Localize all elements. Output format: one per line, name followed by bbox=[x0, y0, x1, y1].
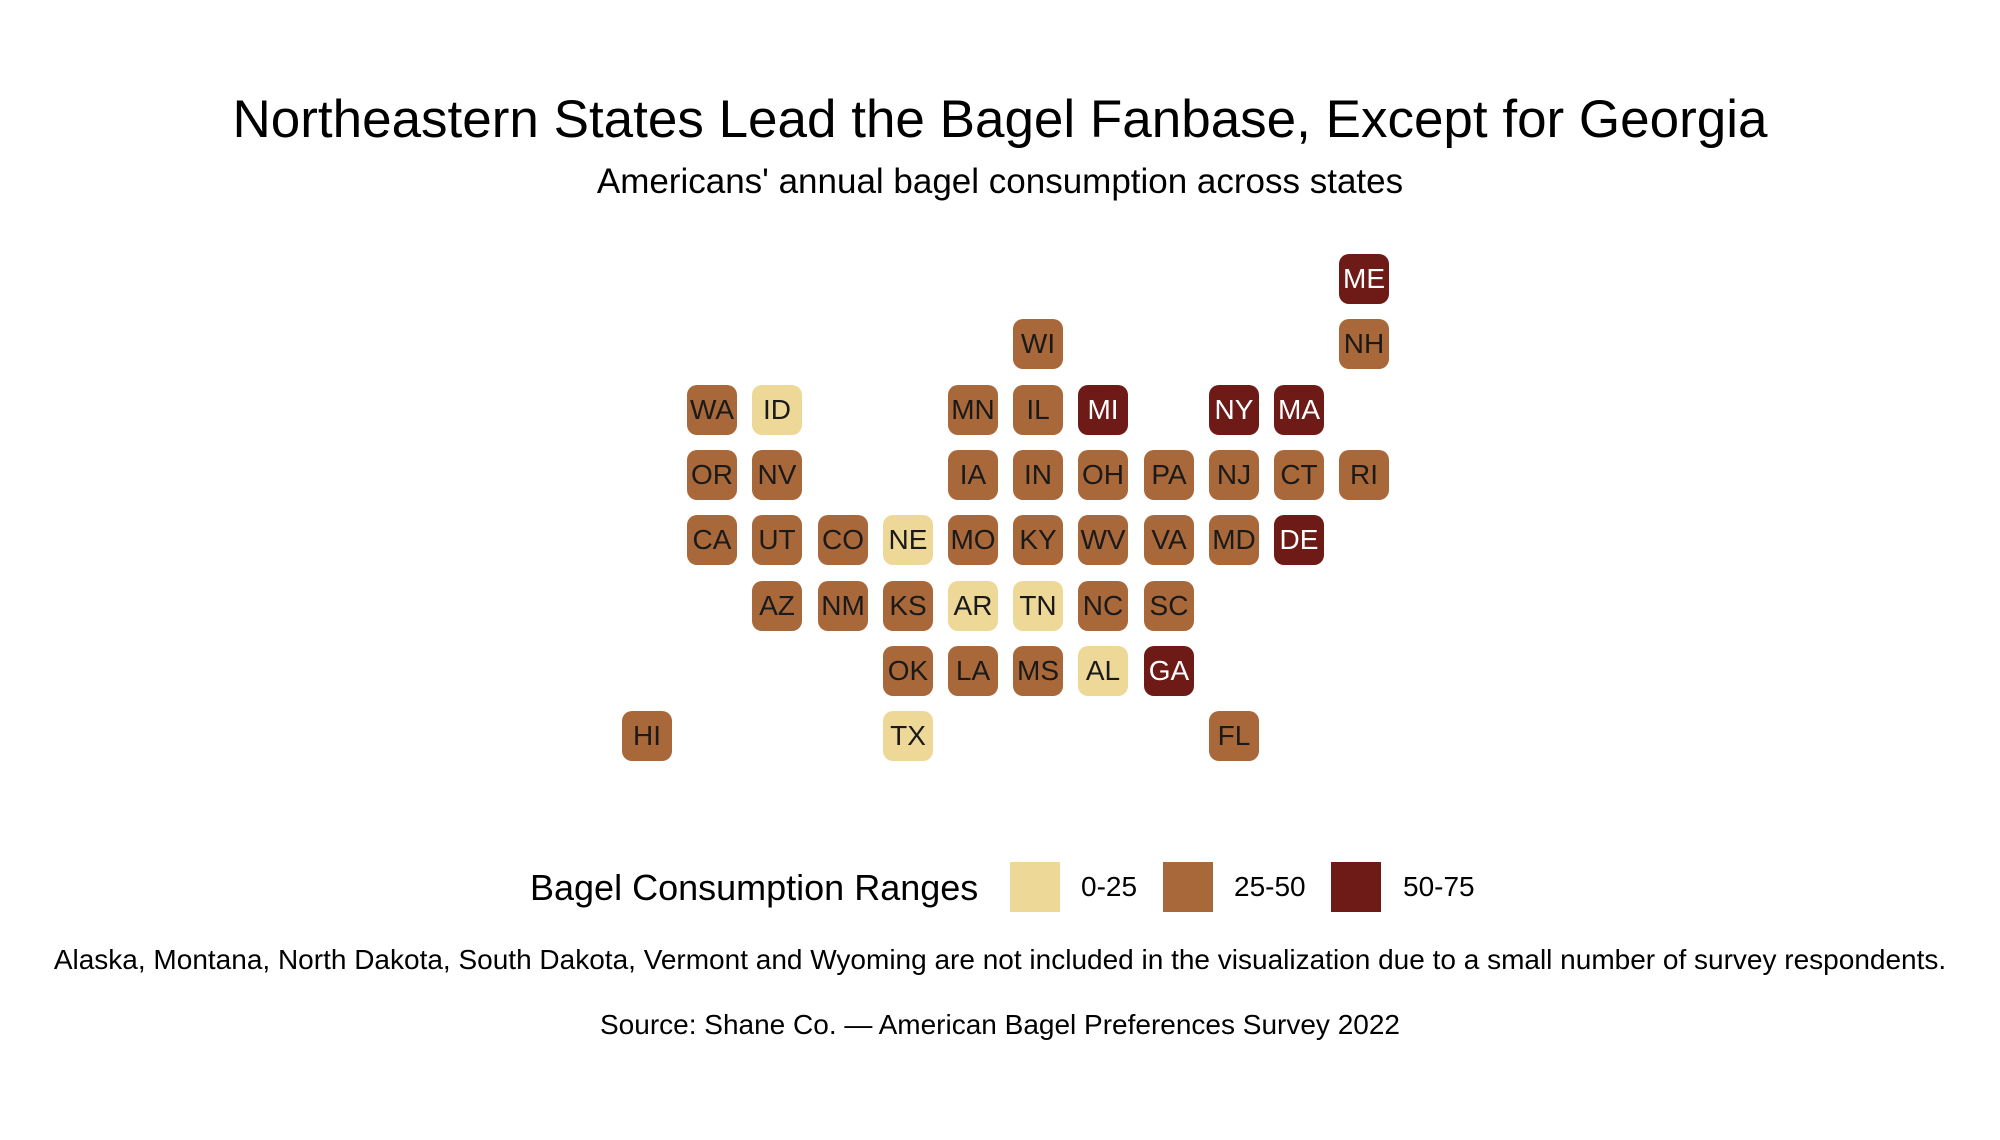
state-tile-nc: NC bbox=[1078, 581, 1128, 631]
state-tile-grid: ME WI NH WA ID MN IL MI NY MA OR NV IA IN OH PA NJ CT RI CA… bbox=[0, 0, 2000, 800]
state-tile-mn: MN bbox=[948, 385, 998, 435]
state-tile-tx: TX bbox=[883, 711, 933, 761]
state-tile-ut: UT bbox=[752, 515, 802, 565]
state-tile-nh: NH bbox=[1339, 319, 1389, 369]
exclusion-note: Alaska, Montana, North Dakota, South Dak… bbox=[0, 943, 2000, 977]
state-tile-tn: TN bbox=[1013, 581, 1063, 631]
state-tile-wi: WI bbox=[1013, 319, 1063, 369]
legend-label-high: 50-75 bbox=[1403, 870, 1475, 904]
legend-title: Bagel Consumption Ranges bbox=[530, 866, 978, 910]
state-tile-ri: RI bbox=[1339, 450, 1389, 500]
state-tile-mo: MO bbox=[948, 515, 998, 565]
state-tile-va: VA bbox=[1144, 515, 1194, 565]
state-tile-hi: HI bbox=[622, 711, 672, 761]
state-tile-ct: CT bbox=[1274, 450, 1324, 500]
state-tile-ne: NE bbox=[883, 515, 933, 565]
legend: Bagel Consumption Ranges 0-25 25-50 50-7… bbox=[0, 860, 2000, 916]
state-tile-az: AZ bbox=[752, 581, 802, 631]
state-tile-ks: KS bbox=[883, 581, 933, 631]
source-note: Source: Shane Co. — American Bagel Prefe… bbox=[0, 1008, 2000, 1042]
state-tile-al: AL bbox=[1078, 646, 1128, 696]
state-tile-la: LA bbox=[948, 646, 998, 696]
state-tile-de: DE bbox=[1274, 515, 1324, 565]
state-tile-or: OR bbox=[687, 450, 737, 500]
state-tile-ky: KY bbox=[1013, 515, 1063, 565]
state-tile-nm: NM bbox=[818, 581, 868, 631]
state-tile-oh: OH bbox=[1078, 450, 1128, 500]
state-tile-co: CO bbox=[818, 515, 868, 565]
legend-swatch-high bbox=[1331, 862, 1381, 912]
state-tile-ms: MS bbox=[1013, 646, 1063, 696]
state-tile-wv: WV bbox=[1078, 515, 1128, 565]
state-tile-ca: CA bbox=[687, 515, 737, 565]
legend-swatch-low bbox=[1010, 862, 1060, 912]
state-tile-nv: NV bbox=[752, 450, 802, 500]
state-tile-nj: NJ bbox=[1209, 450, 1259, 500]
state-tile-ok: OK bbox=[883, 646, 933, 696]
state-tile-id: ID bbox=[752, 385, 802, 435]
legend-swatch-mid bbox=[1163, 862, 1213, 912]
state-tile-mi: MI bbox=[1078, 385, 1128, 435]
state-tile-ia: IA bbox=[948, 450, 998, 500]
legend-label-low: 0-25 bbox=[1081, 870, 1137, 904]
legend-label-mid: 25-50 bbox=[1234, 870, 1306, 904]
state-tile-fl: FL bbox=[1209, 711, 1259, 761]
state-tile-pa: PA bbox=[1144, 450, 1194, 500]
state-tile-il: IL bbox=[1013, 385, 1063, 435]
state-tile-ny: NY bbox=[1209, 385, 1259, 435]
state-tile-ga: GA bbox=[1144, 646, 1194, 696]
state-tile-me: ME bbox=[1339, 254, 1389, 304]
state-tile-md: MD bbox=[1209, 515, 1259, 565]
state-tile-ar: AR bbox=[948, 581, 998, 631]
state-tile-in: IN bbox=[1013, 450, 1063, 500]
state-tile-wa: WA bbox=[687, 385, 737, 435]
state-tile-ma: MA bbox=[1274, 385, 1324, 435]
state-tile-sc: SC bbox=[1144, 581, 1194, 631]
